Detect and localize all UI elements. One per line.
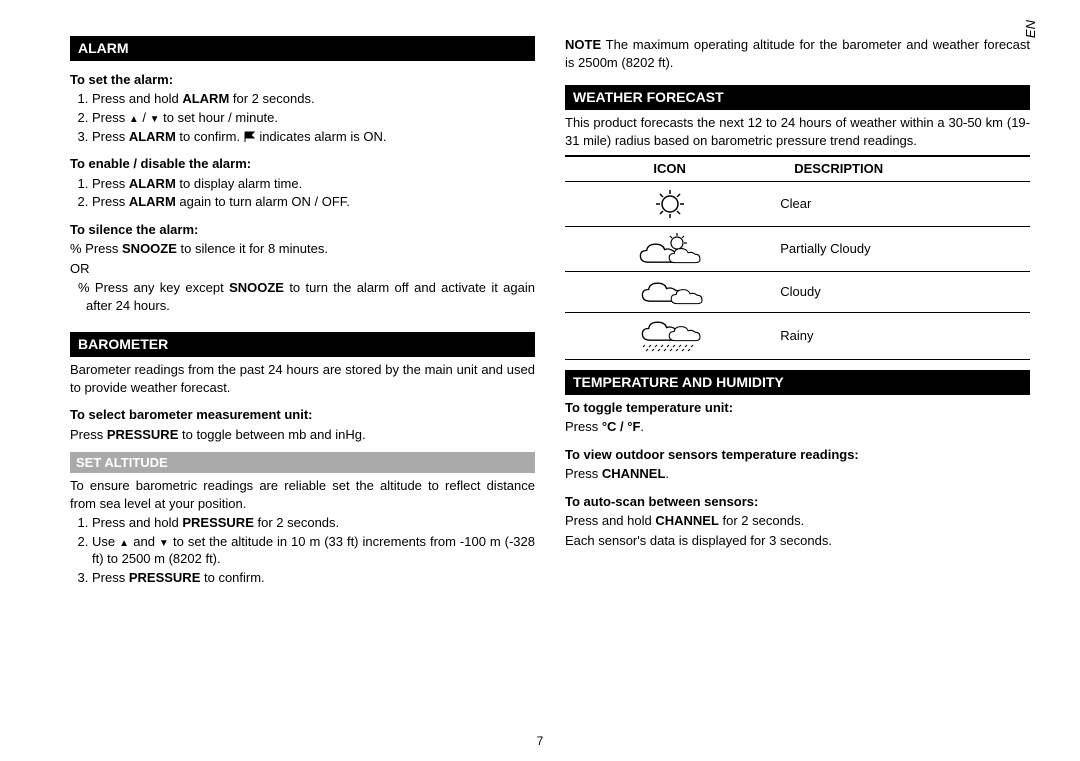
alarm-set-steps: Press and hold ALARM for 2 seconds. Pres…: [70, 90, 535, 145]
barometer-intro: Barometer readings from the past 24 hour…: [70, 361, 535, 396]
temp-view-title: To view outdoor sensors temperature read…: [565, 446, 1030, 464]
alarm-enable-steps: Press ALARM to display alarm time. Press…: [70, 175, 535, 211]
alarm-enable-title: To enable / disable the alarm:: [70, 155, 535, 173]
set-altitude-step: Press PRESSURE to confirm.: [92, 569, 535, 587]
barometer-unit-title: To select barometer measurement unit:: [70, 406, 535, 424]
weather-intro: This product forecasts the next 12 to 24…: [565, 114, 1030, 149]
set-altitude-step: Press and hold PRESSURE for 2 seconds.: [92, 514, 535, 532]
cloudy-icon: [635, 276, 705, 308]
weather-desc: Rainy: [774, 312, 1030, 359]
weather-row: Rainy: [565, 312, 1030, 359]
weather-col-icon: ICON: [565, 156, 774, 181]
temp-header: TEMPERATURE AND HUMIDITY: [565, 370, 1030, 395]
set-altitude-steps: Press and hold PRESSURE for 2 seconds. U…: [70, 514, 535, 586]
language-tab: EN: [1022, 20, 1040, 38]
rainy-icon: [635, 317, 705, 355]
temp-toggle-text: Press °C / °F.: [565, 418, 1030, 436]
alarm-set-step: Press ALARM to confirm. indicates alarm …: [92, 128, 535, 146]
alarm-header: ALARM: [70, 36, 535, 61]
weather-row: Clear: [565, 181, 1030, 226]
temp-auto-title: To auto-scan between sensors:: [565, 493, 1030, 511]
weather-desc: Clear: [774, 181, 1030, 226]
set-altitude-step: Use and to set the altitude in 10 m (33 …: [92, 533, 535, 568]
partly-cloudy-icon: [635, 231, 705, 267]
note-text: NOTE The maximum operating altitude for …: [565, 36, 1030, 71]
alarm-silence-line: % Press any key except SNOOZE to turn th…: [70, 279, 535, 314]
temp-toggle-title: To toggle temperature unit:: [565, 399, 1030, 417]
weather-row: Cloudy: [565, 271, 1030, 312]
page-number: 7: [537, 733, 544, 749]
alarm-enable-step: Press ALARM to display alarm time.: [92, 175, 535, 193]
alarm-silence-line: % Press SNOOZE to silence it for 8 minut…: [70, 240, 535, 258]
alarm-set-step: Press / to set hour / minute.: [92, 109, 535, 127]
barometer-header: BAROMETER: [70, 332, 535, 357]
weather-row: Partially Cloudy: [565, 226, 1030, 271]
alarm-silence-or: OR: [70, 260, 535, 278]
alarm-silence-title: To silence the alarm:: [70, 221, 535, 239]
weather-desc: Partially Cloudy: [774, 226, 1030, 271]
alarm-set-title: To set the alarm:: [70, 71, 535, 89]
alarm-set-step: Press and hold ALARM for 2 seconds.: [92, 90, 535, 108]
clear-icon: [650, 186, 690, 222]
left-column: ALARM To set the alarm: Press and hold A…: [70, 30, 535, 590]
temp-auto-text: Each sensor's data is displayed for 3 se…: [565, 532, 1030, 550]
weather-table: ICON DESCRIPTION Clear Partially Cloudy …: [565, 155, 1030, 360]
right-column: NOTE The maximum operating altitude for …: [565, 30, 1030, 590]
set-altitude-header: SET ALTITUDE: [70, 452, 535, 474]
set-altitude-intro: To ensure barometric readings are reliab…: [70, 477, 535, 512]
alarm-enable-step: Press ALARM again to turn alarm ON / OFF…: [92, 193, 535, 211]
barometer-unit-text: Press PRESSURE to toggle between mb and …: [70, 426, 535, 444]
temp-view-text: Press CHANNEL.: [565, 465, 1030, 483]
weather-col-desc: DESCRIPTION: [774, 156, 1030, 181]
weather-desc: Cloudy: [774, 271, 1030, 312]
weather-header: WEATHER FORECAST: [565, 85, 1030, 110]
temp-auto-text: Press and hold CHANNEL for 2 seconds.: [565, 512, 1030, 530]
